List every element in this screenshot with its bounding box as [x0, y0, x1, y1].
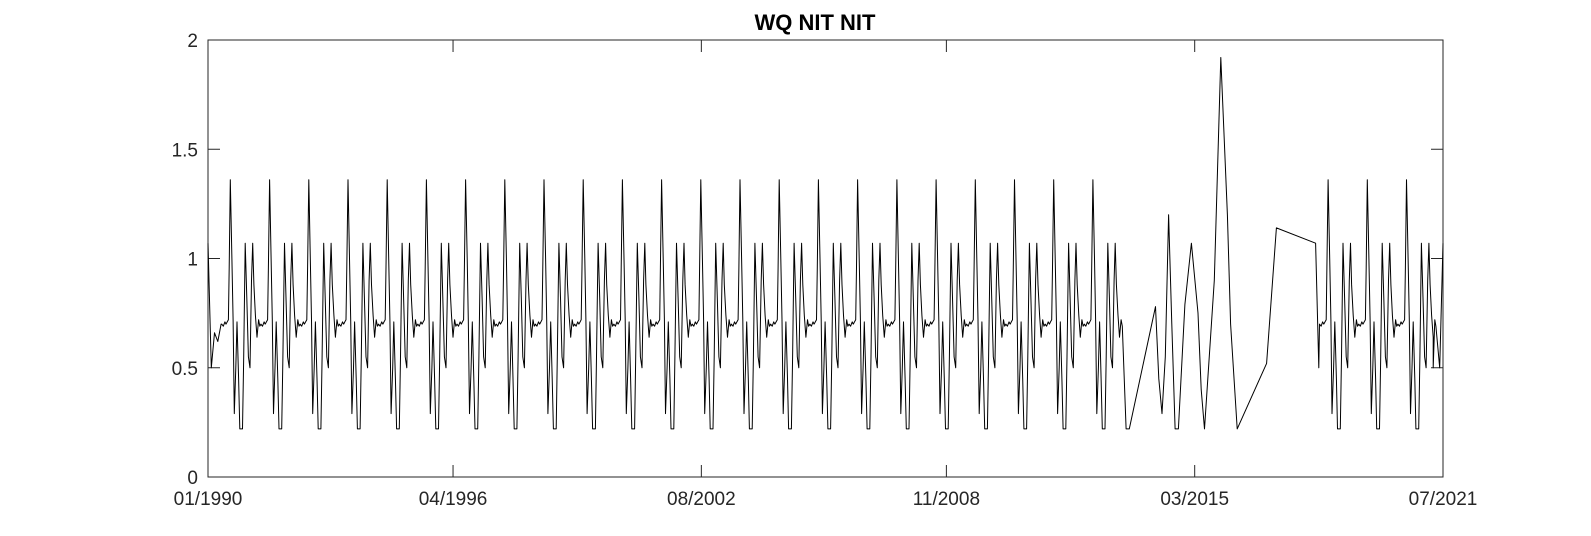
plot-area-box: [207, 39, 1444, 478]
x-tick-label: 03/2015: [1160, 489, 1229, 510]
chart-title: WQ NIT NIT: [755, 10, 877, 35]
series-line-0: [207, 57, 1444, 430]
y-tick-label: 0.5: [172, 359, 198, 380]
x-tick-label: 11/2008: [913, 489, 980, 510]
y-tick-label: 1: [187, 250, 198, 271]
y-tick-label: 1.5: [172, 140, 198, 161]
x-tick-label: 08/2002: [667, 489, 736, 510]
y-tick-label: 0: [187, 468, 198, 489]
x-tick-label: 01/1990: [174, 489, 243, 510]
x-axis: 01/1990 04/1996 08/2002 11/2008 03/2015 07/20…: [174, 40, 1478, 510]
series-layer: [207, 57, 1444, 430]
y-axis: 0 0.5 1 1.5 2: [172, 31, 1443, 489]
x-tick-label: 04/1996: [419, 489, 488, 510]
x-tick-label: 07/2021: [1409, 489, 1478, 510]
y-tick-label: 2: [187, 31, 198, 52]
